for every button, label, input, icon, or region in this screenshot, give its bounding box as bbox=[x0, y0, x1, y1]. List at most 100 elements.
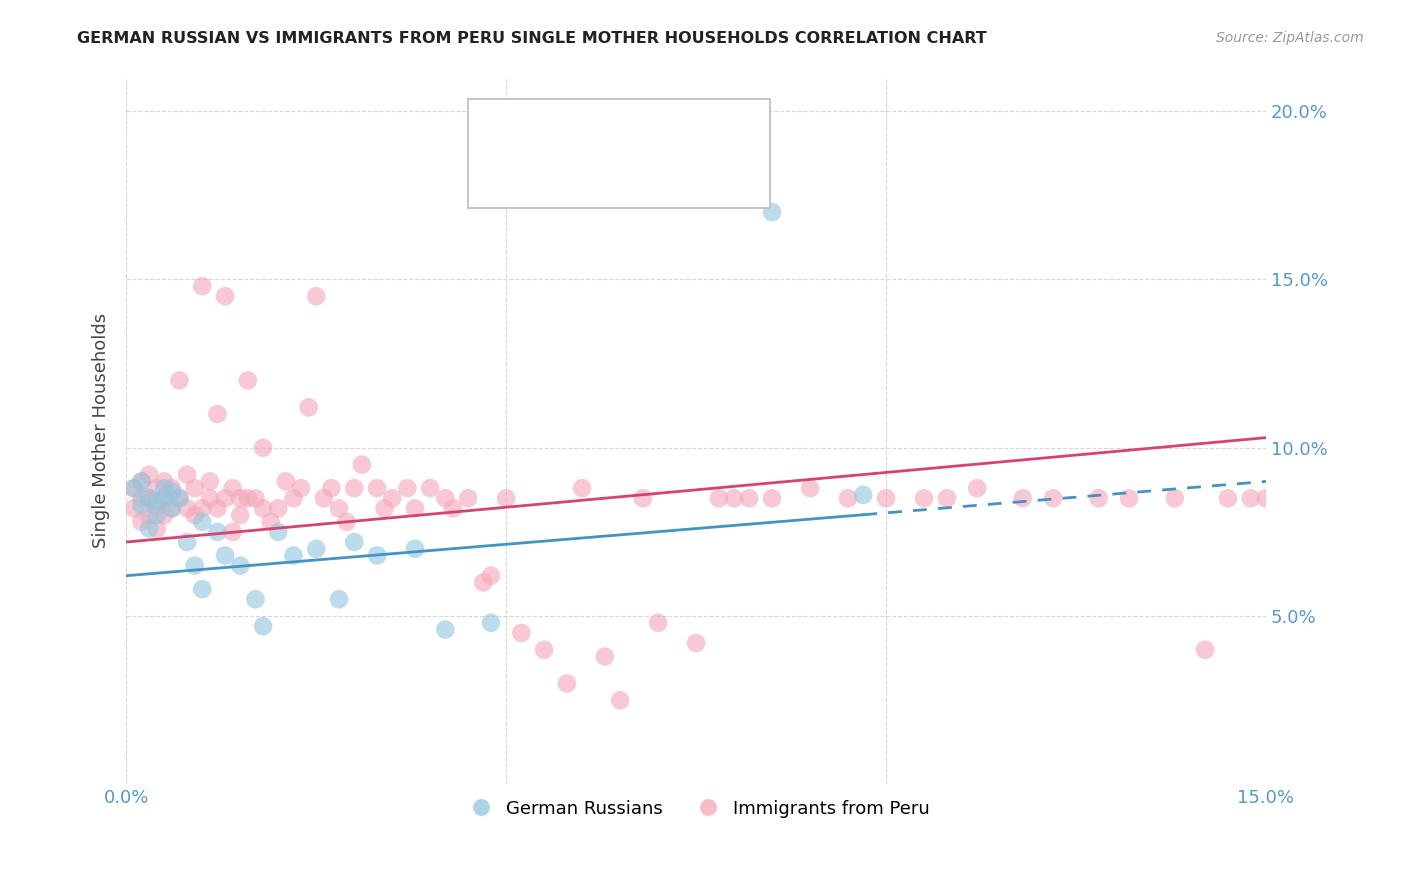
Point bbox=[875, 491, 897, 506]
Point bbox=[1194, 642, 1216, 657]
Point bbox=[153, 491, 176, 506]
Point bbox=[274, 475, 297, 489]
Point bbox=[328, 501, 350, 516]
Point bbox=[176, 501, 198, 516]
Point bbox=[298, 401, 321, 415]
Point bbox=[381, 491, 404, 506]
Point bbox=[1292, 491, 1315, 506]
Point bbox=[122, 481, 145, 495]
Point bbox=[495, 491, 517, 506]
Point bbox=[267, 501, 290, 516]
Point bbox=[198, 491, 221, 506]
Point bbox=[1240, 491, 1263, 506]
Point bbox=[761, 205, 783, 219]
Point bbox=[138, 467, 160, 482]
Point bbox=[169, 491, 191, 506]
Point bbox=[852, 488, 875, 502]
Point bbox=[236, 373, 259, 387]
Point bbox=[343, 535, 366, 549]
Point bbox=[183, 558, 205, 573]
Point bbox=[1216, 491, 1239, 506]
Point bbox=[1042, 491, 1064, 506]
Point bbox=[131, 498, 153, 512]
Point bbox=[685, 636, 707, 650]
Point bbox=[1316, 255, 1339, 269]
Point bbox=[350, 458, 373, 472]
Point bbox=[966, 481, 988, 495]
Point bbox=[404, 501, 426, 516]
Point bbox=[761, 491, 783, 506]
Point bbox=[328, 592, 350, 607]
Point bbox=[160, 501, 183, 516]
Point bbox=[799, 481, 821, 495]
Point bbox=[321, 481, 343, 495]
Point bbox=[396, 481, 419, 495]
Point bbox=[609, 693, 631, 707]
Point bbox=[221, 524, 243, 539]
Point bbox=[229, 491, 252, 506]
Point bbox=[290, 481, 312, 495]
Point bbox=[252, 619, 274, 633]
Point bbox=[183, 481, 205, 495]
Point bbox=[169, 373, 191, 387]
Point bbox=[912, 491, 935, 506]
Point bbox=[343, 481, 366, 495]
Point bbox=[571, 481, 593, 495]
Text: GERMAN RUSSIAN VS IMMIGRANTS FROM PERU SINGLE MOTHER HOUSEHOLDS CORRELATION CHAR: GERMAN RUSSIAN VS IMMIGRANTS FROM PERU S… bbox=[77, 31, 987, 46]
Point bbox=[153, 491, 176, 506]
Point bbox=[176, 535, 198, 549]
Point bbox=[283, 491, 305, 506]
Point bbox=[434, 491, 457, 506]
Point bbox=[229, 558, 252, 573]
Point bbox=[252, 501, 274, 516]
Point bbox=[555, 676, 578, 690]
Point bbox=[236, 491, 259, 506]
Point bbox=[131, 475, 153, 489]
Point bbox=[1270, 491, 1292, 506]
Point bbox=[183, 508, 205, 522]
Point bbox=[1118, 491, 1140, 506]
Point bbox=[707, 491, 730, 506]
Point bbox=[457, 491, 479, 506]
Point bbox=[122, 481, 145, 495]
Point bbox=[176, 467, 198, 482]
Point bbox=[479, 568, 502, 582]
Point bbox=[145, 522, 167, 536]
Point bbox=[305, 289, 328, 303]
Point bbox=[723, 491, 745, 506]
Point bbox=[593, 649, 616, 664]
Point bbox=[191, 515, 214, 529]
Point bbox=[153, 481, 176, 495]
Point bbox=[510, 626, 533, 640]
Point bbox=[138, 491, 160, 506]
Point bbox=[122, 501, 145, 516]
Point bbox=[837, 491, 859, 506]
Point bbox=[1163, 491, 1185, 506]
Point bbox=[191, 279, 214, 293]
Y-axis label: Single Mother Households: Single Mother Households bbox=[93, 313, 110, 549]
Point bbox=[221, 481, 243, 495]
Point bbox=[145, 501, 167, 516]
Point bbox=[191, 582, 214, 596]
Point bbox=[207, 501, 229, 516]
Point bbox=[1011, 491, 1033, 506]
Point bbox=[138, 522, 160, 536]
Point bbox=[214, 491, 236, 506]
Point bbox=[131, 475, 153, 489]
Point bbox=[191, 501, 214, 516]
Point bbox=[207, 524, 229, 539]
Point bbox=[245, 592, 267, 607]
Point bbox=[229, 508, 252, 522]
Point bbox=[198, 475, 221, 489]
Point bbox=[312, 491, 335, 506]
Point bbox=[252, 441, 274, 455]
Point bbox=[1254, 491, 1277, 506]
Point bbox=[738, 491, 761, 506]
Point bbox=[479, 615, 502, 630]
Point bbox=[336, 515, 359, 529]
Point bbox=[631, 491, 654, 506]
Point bbox=[259, 515, 281, 529]
Point bbox=[404, 541, 426, 556]
Point bbox=[207, 407, 229, 421]
Point bbox=[145, 481, 167, 495]
